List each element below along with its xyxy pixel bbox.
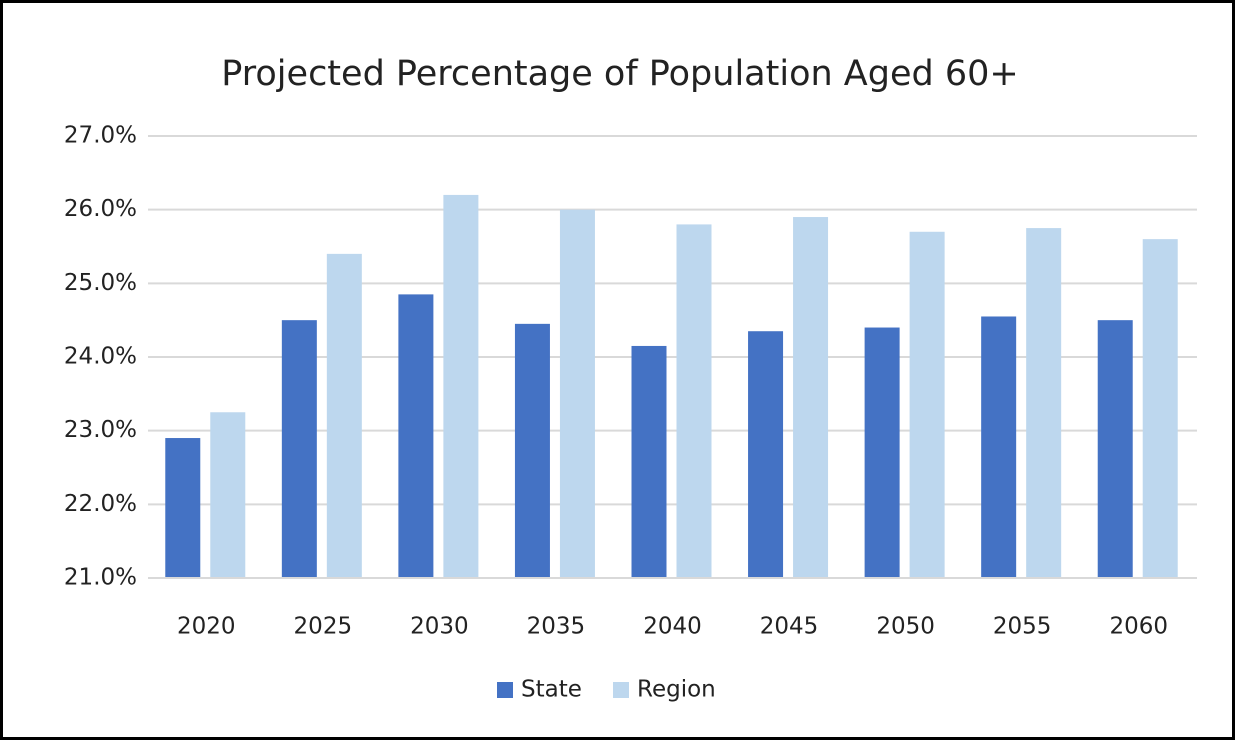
- y-tick-label: 26.0%: [64, 196, 137, 222]
- legend-label: Region: [637, 677, 716, 703]
- bar: [514, 323, 550, 578]
- x-tick-label: 2030: [410, 614, 469, 640]
- bar: [1097, 320, 1133, 578]
- bar: [165, 438, 201, 578]
- x-tick-label: 2060: [1109, 614, 1168, 640]
- bar: [559, 209, 595, 578]
- legend-swatch: [497, 682, 513, 698]
- y-tick-label: 23.0%: [64, 417, 137, 443]
- bar: [676, 224, 712, 578]
- bar: [864, 327, 900, 578]
- bar: [631, 345, 667, 578]
- y-tick-label: 21.0%: [64, 565, 137, 591]
- x-tick-label: 2040: [643, 614, 702, 640]
- y-tick-label: 24.0%: [64, 344, 137, 370]
- bar: [1142, 239, 1178, 578]
- bar: [398, 294, 434, 578]
- x-tick-label: 2025: [294, 614, 353, 640]
- y-tick-label: 22.0%: [64, 491, 137, 517]
- x-tick-label: 2055: [993, 614, 1052, 640]
- y-tick-label: 27.0%: [64, 123, 137, 149]
- bar: [281, 320, 317, 578]
- x-tick-label: 2035: [527, 614, 586, 640]
- bar: [326, 253, 362, 578]
- legend-swatch: [613, 682, 629, 698]
- x-tick-label: 2020: [177, 614, 236, 640]
- bar: [1026, 228, 1062, 579]
- bar: [210, 412, 246, 578]
- bar: [748, 331, 784, 578]
- chart-title: Projected Percentage of Population Aged …: [221, 54, 1018, 94]
- y-tick-label: 25.0%: [64, 270, 137, 296]
- x-tick-label: 2050: [876, 614, 935, 640]
- bar: [981, 316, 1017, 578]
- legend-label: State: [521, 677, 582, 703]
- bar: [443, 194, 479, 578]
- bar: [793, 217, 829, 579]
- bar: [909, 231, 945, 578]
- x-tick-label: 2045: [760, 614, 819, 640]
